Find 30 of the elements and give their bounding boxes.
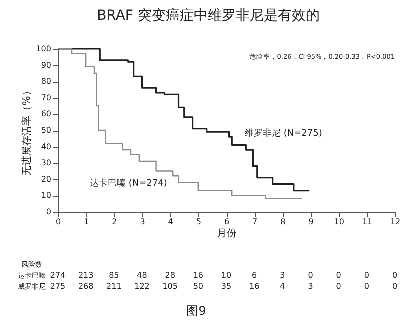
x-tick-label: 4 — [168, 218, 174, 226]
series-label: 维罗非尼 (N=275) — [245, 128, 322, 139]
x-tick-label: 11 — [362, 218, 373, 226]
x-tick-label: 10 — [334, 218, 344, 226]
y-tick-label: 50 — [41, 126, 52, 135]
y-tick-label: 20 — [41, 174, 52, 184]
y-tick-label: 100 — [36, 44, 52, 54]
x-tick-label: 12 — [390, 218, 401, 226]
y-tick-label: 0 — [46, 208, 52, 216]
y-tick-label: 60 — [41, 110, 52, 119]
y-axis-title: 无进展存活率（%） — [21, 86, 34, 176]
x-tick-label: 3 — [140, 218, 146, 226]
y-tick-label: 70 — [41, 93, 52, 102]
y-tick-label: 10 — [41, 191, 52, 200]
x-tick-label: 0 — [56, 218, 62, 226]
x-tick-label: 2 — [112, 218, 118, 226]
series-label: 达卡巴嗪 (N=274) — [90, 178, 168, 189]
x-axis-title: 月份 — [217, 228, 237, 240]
x-tick-label: 6 — [224, 218, 230, 226]
x-tick-label: 1 — [84, 218, 90, 226]
y-tick-label: 90 — [41, 60, 52, 70]
x-tick-label: 8 — [280, 218, 286, 226]
caption: 图9 — [186, 304, 206, 318]
y-tick-label: 40 — [41, 142, 52, 152]
y-tick-label: 80 — [41, 77, 52, 86]
y-tick-label: 30 — [41, 158, 52, 168]
chart-title: BRAF 突变癌症中维罗非尼是有效的 — [97, 8, 320, 24]
x-tick-label: 7 — [252, 218, 258, 226]
x-tick-label: 9 — [308, 218, 314, 226]
x-tick-label: 5 — [196, 218, 202, 226]
